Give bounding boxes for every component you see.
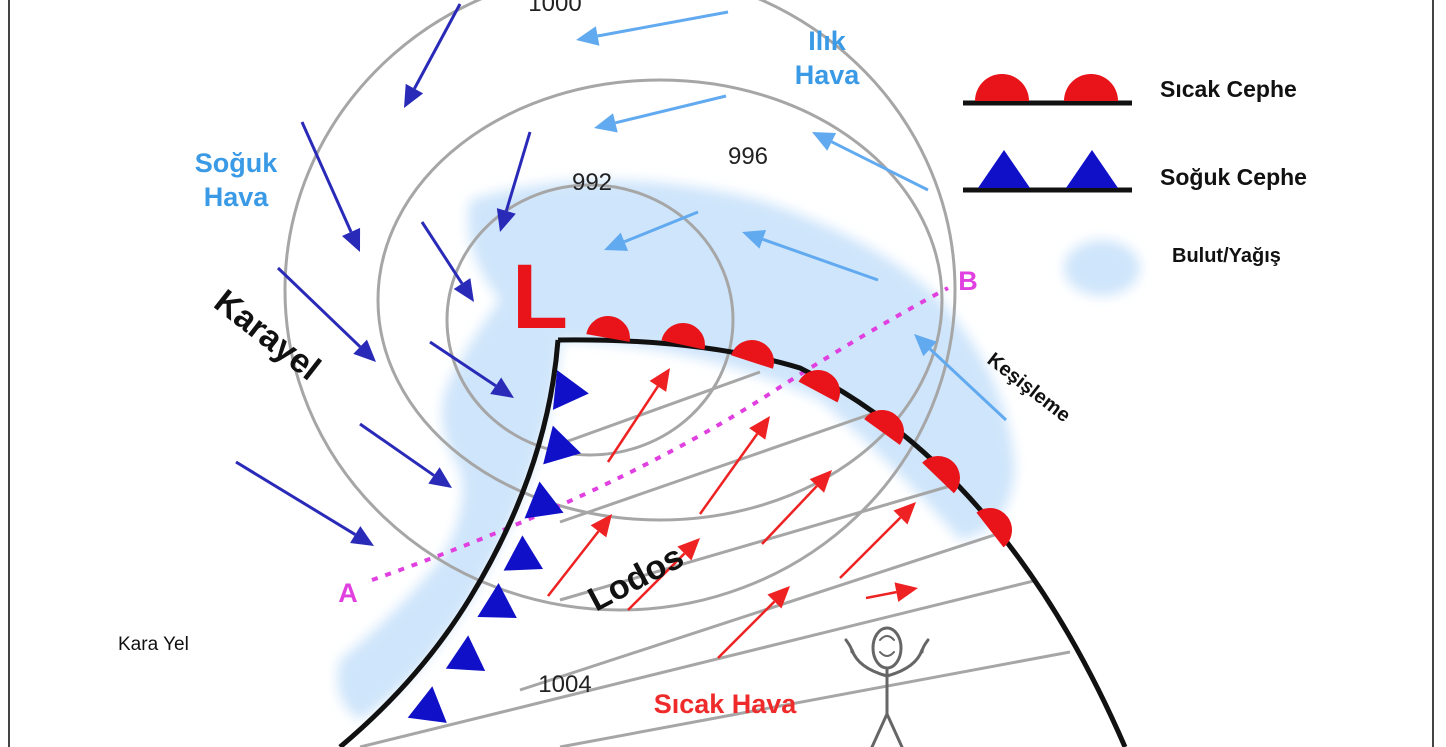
observer-face: [879, 635, 895, 657]
warm-air-arrow-4: [627, 538, 700, 611]
mild-air-arrow-3: [812, 132, 929, 192]
warm-front-semicircle-1: [586, 316, 630, 342]
cold-front-symbols: [407, 370, 589, 723]
warm-front-semicircle-4: [798, 370, 840, 403]
warm-front-semicircle-6: [922, 456, 960, 494]
cold-air-arrow-7: [359, 422, 452, 488]
cold-front-triangle-5: [477, 583, 517, 619]
cold-air-arrow-3: [496, 131, 532, 232]
cold-air-arrow-6: [429, 340, 514, 398]
lbl-cold-air-line-2: Hava: [204, 182, 270, 212]
isobars: [283, 0, 957, 612]
warm-sector-isobar-5: [359, 570, 1071, 747]
isobar-992: [445, 183, 735, 457]
legend-warm-front-label: Sıcak Cephe: [1160, 76, 1297, 102]
warm-front-semicircle-5: [864, 410, 904, 445]
observer-legs: [870, 712, 904, 747]
isobar-label-1000: 1000: [528, 0, 581, 17]
legend-cloud: Bulut/Yağış: [1064, 240, 1281, 296]
warm-air-arrow-2: [698, 416, 770, 515]
mild-air-arrow-4: [604, 210, 699, 251]
cold-front-triangle-2: [543, 425, 581, 465]
isobar-label-996: 996: [728, 143, 768, 170]
warm-air-wind-arrows: [547, 368, 918, 659]
cold-air-arrow-4: [420, 221, 474, 302]
cloud-cold-front-band: [337, 300, 560, 720]
warm-sector-isobar-1: [559, 370, 761, 446]
cold-air-label: Soğuk Hava: [195, 148, 278, 212]
cold-air-arrow-1: [404, 3, 462, 108]
cold-air-arrow-8: [235, 460, 374, 546]
legend-cold-front-label: Soğuk Cephe: [1160, 164, 1307, 190]
lbl-cold-air-line-1: Soğuk: [195, 148, 278, 178]
low-pressure-symbol: L: [512, 246, 568, 348]
cold-front-triangle-1: [552, 370, 589, 410]
isobar-1000: [283, 0, 957, 612]
warm-front-line: [557, 337, 1128, 747]
mild-air-arrow-2: [594, 94, 727, 133]
cold-air-arrow-2: [300, 121, 361, 252]
observer-figure: [844, 626, 930, 747]
mild-air-label: Ilık Hava: [795, 26, 861, 90]
lbl-warm-air-line-1: Ilık: [808, 26, 847, 56]
warm-sector-isobar-6: [559, 650, 1071, 747]
observer-arms: [850, 648, 924, 678]
warm-front-semicircle-7: [976, 508, 1012, 548]
warm-front-semicircle-2: [661, 323, 705, 350]
observer-head: [871, 626, 903, 670]
warm-sector-isobar-3: [559, 484, 951, 602]
lbl-warm-air-line-2: Hava: [795, 60, 861, 90]
warm-air-arrow-8: [865, 582, 918, 602]
mild-air-arrow-6: [914, 334, 1008, 422]
isobar-label-1004: 1004: [538, 671, 591, 698]
mild-air-wind-arrows: [576, 10, 1008, 422]
cold-front-triangle-4: [503, 535, 544, 571]
legend-warm-front: Sıcak Cephe: [963, 74, 1297, 106]
cold-air-arrow-5: [276, 266, 376, 362]
legend: Sıcak Cephe Soğuk Cephe Bulut/Yağış: [963, 74, 1307, 296]
mild-air-arrow-5: [742, 229, 879, 282]
isobar-996: [376, 78, 944, 522]
warm-air-arrow-5: [761, 470, 832, 545]
cross-section-point-a: A: [338, 578, 358, 608]
right-border: [1432, 0, 1434, 747]
legend-cloud-swatch: [1064, 240, 1140, 296]
warm-air-arrow-1: [606, 368, 670, 463]
warm-air-arrow-6: [839, 502, 916, 579]
warm-air-arrow-7: [717, 586, 790, 659]
observer-hands: [844, 638, 930, 654]
legend-cold-front: Soğuk Cephe: [963, 150, 1307, 193]
warm-air-label: Sıcak Hava: [654, 689, 798, 719]
cross-section-line: [371, 286, 949, 582]
cross-section-point-b: B: [958, 266, 978, 296]
mild-air-arrow-1: [576, 10, 729, 46]
cold-front-line: [338, 339, 561, 747]
legend-cloud-label: Bulut/Yağış: [1172, 245, 1281, 267]
left-border: [8, 0, 10, 747]
cloud-main-shield: [468, 180, 1015, 540]
cold-front-triangle-3: [524, 481, 564, 519]
cold-front-triangle-7: [407, 686, 447, 723]
cold-air-wind-arrows: [235, 3, 532, 546]
warm-front-symbols: [586, 316, 1012, 548]
isobar-label-992: 992: [572, 169, 612, 196]
warm-front-semicircle-3: [731, 340, 774, 369]
kara-yel-label: Kara Yel: [118, 634, 189, 655]
warm-air-arrow-3: [547, 514, 612, 597]
cloud-precipitation-area: [337, 180, 1015, 720]
warm-sector-isobar-2: [559, 402, 901, 524]
cold-front-triangle-6: [445, 635, 486, 672]
